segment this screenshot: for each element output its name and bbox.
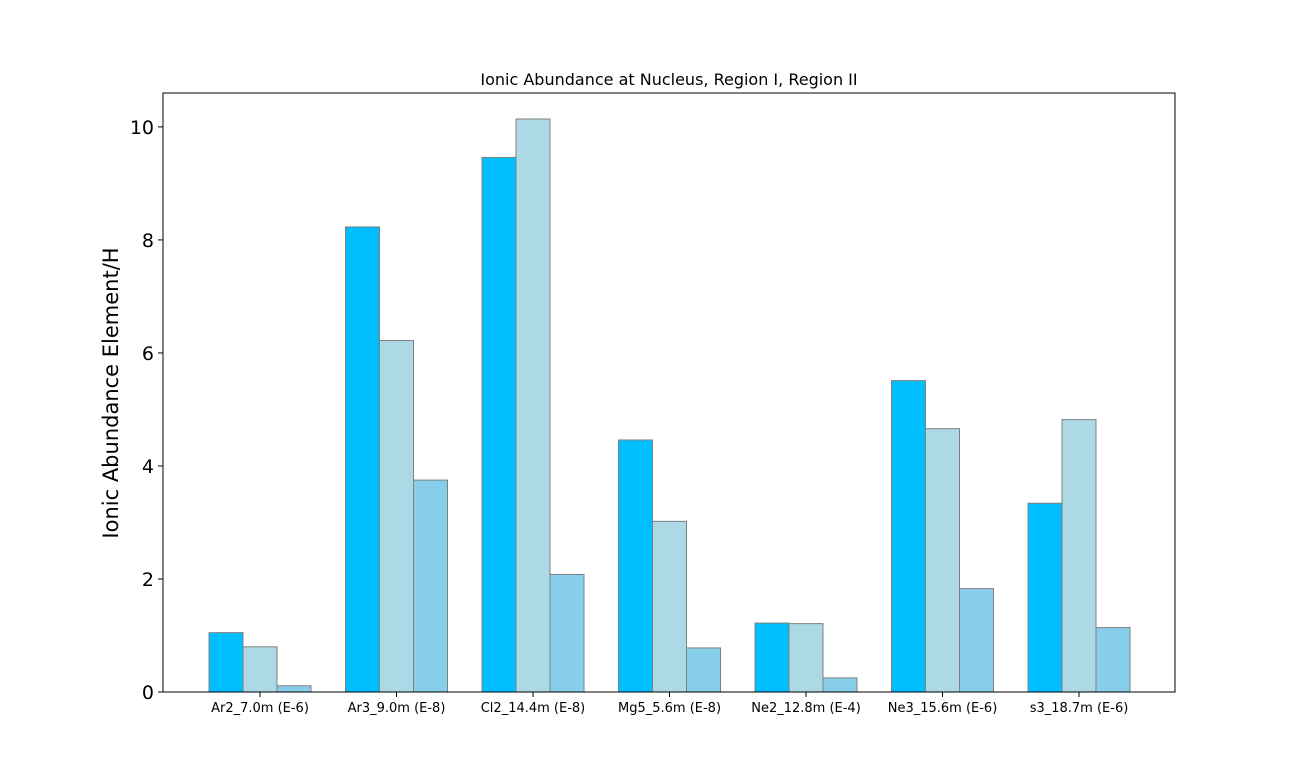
bar-series2-7: [1061, 419, 1097, 693]
bar-series2-4: [652, 520, 687, 693]
x-tick-label: Ar2_7.0m (E-6): [211, 701, 309, 716]
x-tick-label: Mg5_5.6m (E-8): [618, 701, 721, 716]
y-axis-label: Ionic Abundance Element/H: [99, 247, 123, 538]
y-tick-label: 8: [142, 230, 154, 252]
bar-series1-5: [754, 622, 790, 693]
y-tick-label: 10: [130, 117, 154, 139]
y-tick-label: 2: [142, 569, 154, 591]
bar-series2-1: [242, 646, 278, 693]
bar-series1-1: [208, 632, 244, 693]
y-tick-label: 0: [142, 682, 154, 704]
x-tick-label: Ne3_15.6m (E-6): [888, 701, 998, 716]
x-tick-label: Cl2_14.4m (E-8): [481, 701, 586, 716]
plot-frame: [162, 92, 1176, 693]
x-tick-label: s3_18.7m (E-6): [1030, 701, 1129, 716]
bar-series3-4: [686, 647, 721, 693]
y-tick-label: 4: [142, 456, 154, 478]
y-tick-label: 6: [142, 343, 154, 365]
bar-series2-6: [925, 428, 960, 693]
bar-series3-6: [959, 588, 994, 693]
bar-series1-2: [345, 226, 380, 693]
bar-series2-2: [379, 340, 414, 693]
bar-series3-7: [1095, 627, 1131, 693]
x-tick-label: Ne2_12.8m (E-4): [751, 701, 861, 716]
bar-series3-1: [276, 685, 312, 693]
bar-series1-3: [481, 156, 517, 693]
bar-series1-4: [618, 439, 653, 693]
chart-title: Ionic Abundance at Nucleus, Region I, Re…: [480, 70, 857, 89]
y-ticks-group: 0 2 4 6 8 10: [130, 117, 163, 704]
bar-series3-3: [549, 573, 585, 693]
x-ticks-group: Ar2_7.0m (E-6) Ar3_9.0m (E-8) Cl2_14.4m (E…: [211, 692, 1128, 716]
bar-series3-2: [413, 479, 448, 693]
x-tick-label: Ar3_9.0m (E-8): [348, 701, 446, 716]
bar-series1-7: [1027, 502, 1063, 693]
bars-group: [208, 118, 1131, 693]
bar-series2-5: [788, 623, 824, 693]
bar-series1-6: [891, 380, 926, 693]
bar-series2-3: [515, 118, 551, 693]
bar-series3-5: [822, 677, 858, 693]
